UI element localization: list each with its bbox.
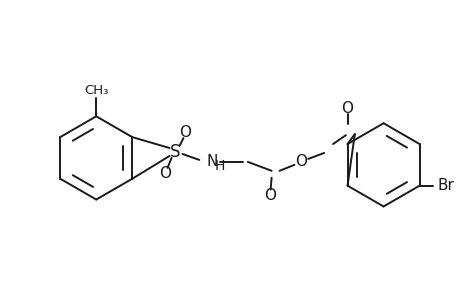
Text: O: O bbox=[295, 154, 307, 169]
Text: H: H bbox=[214, 159, 225, 173]
Text: O: O bbox=[263, 188, 275, 203]
Text: Br: Br bbox=[437, 178, 453, 193]
Text: O: O bbox=[340, 101, 352, 116]
Text: CH₃: CH₃ bbox=[84, 83, 108, 97]
Text: O: O bbox=[159, 166, 171, 181]
Text: S: S bbox=[170, 143, 180, 161]
Text: N: N bbox=[206, 154, 218, 169]
Text: O: O bbox=[179, 125, 191, 140]
